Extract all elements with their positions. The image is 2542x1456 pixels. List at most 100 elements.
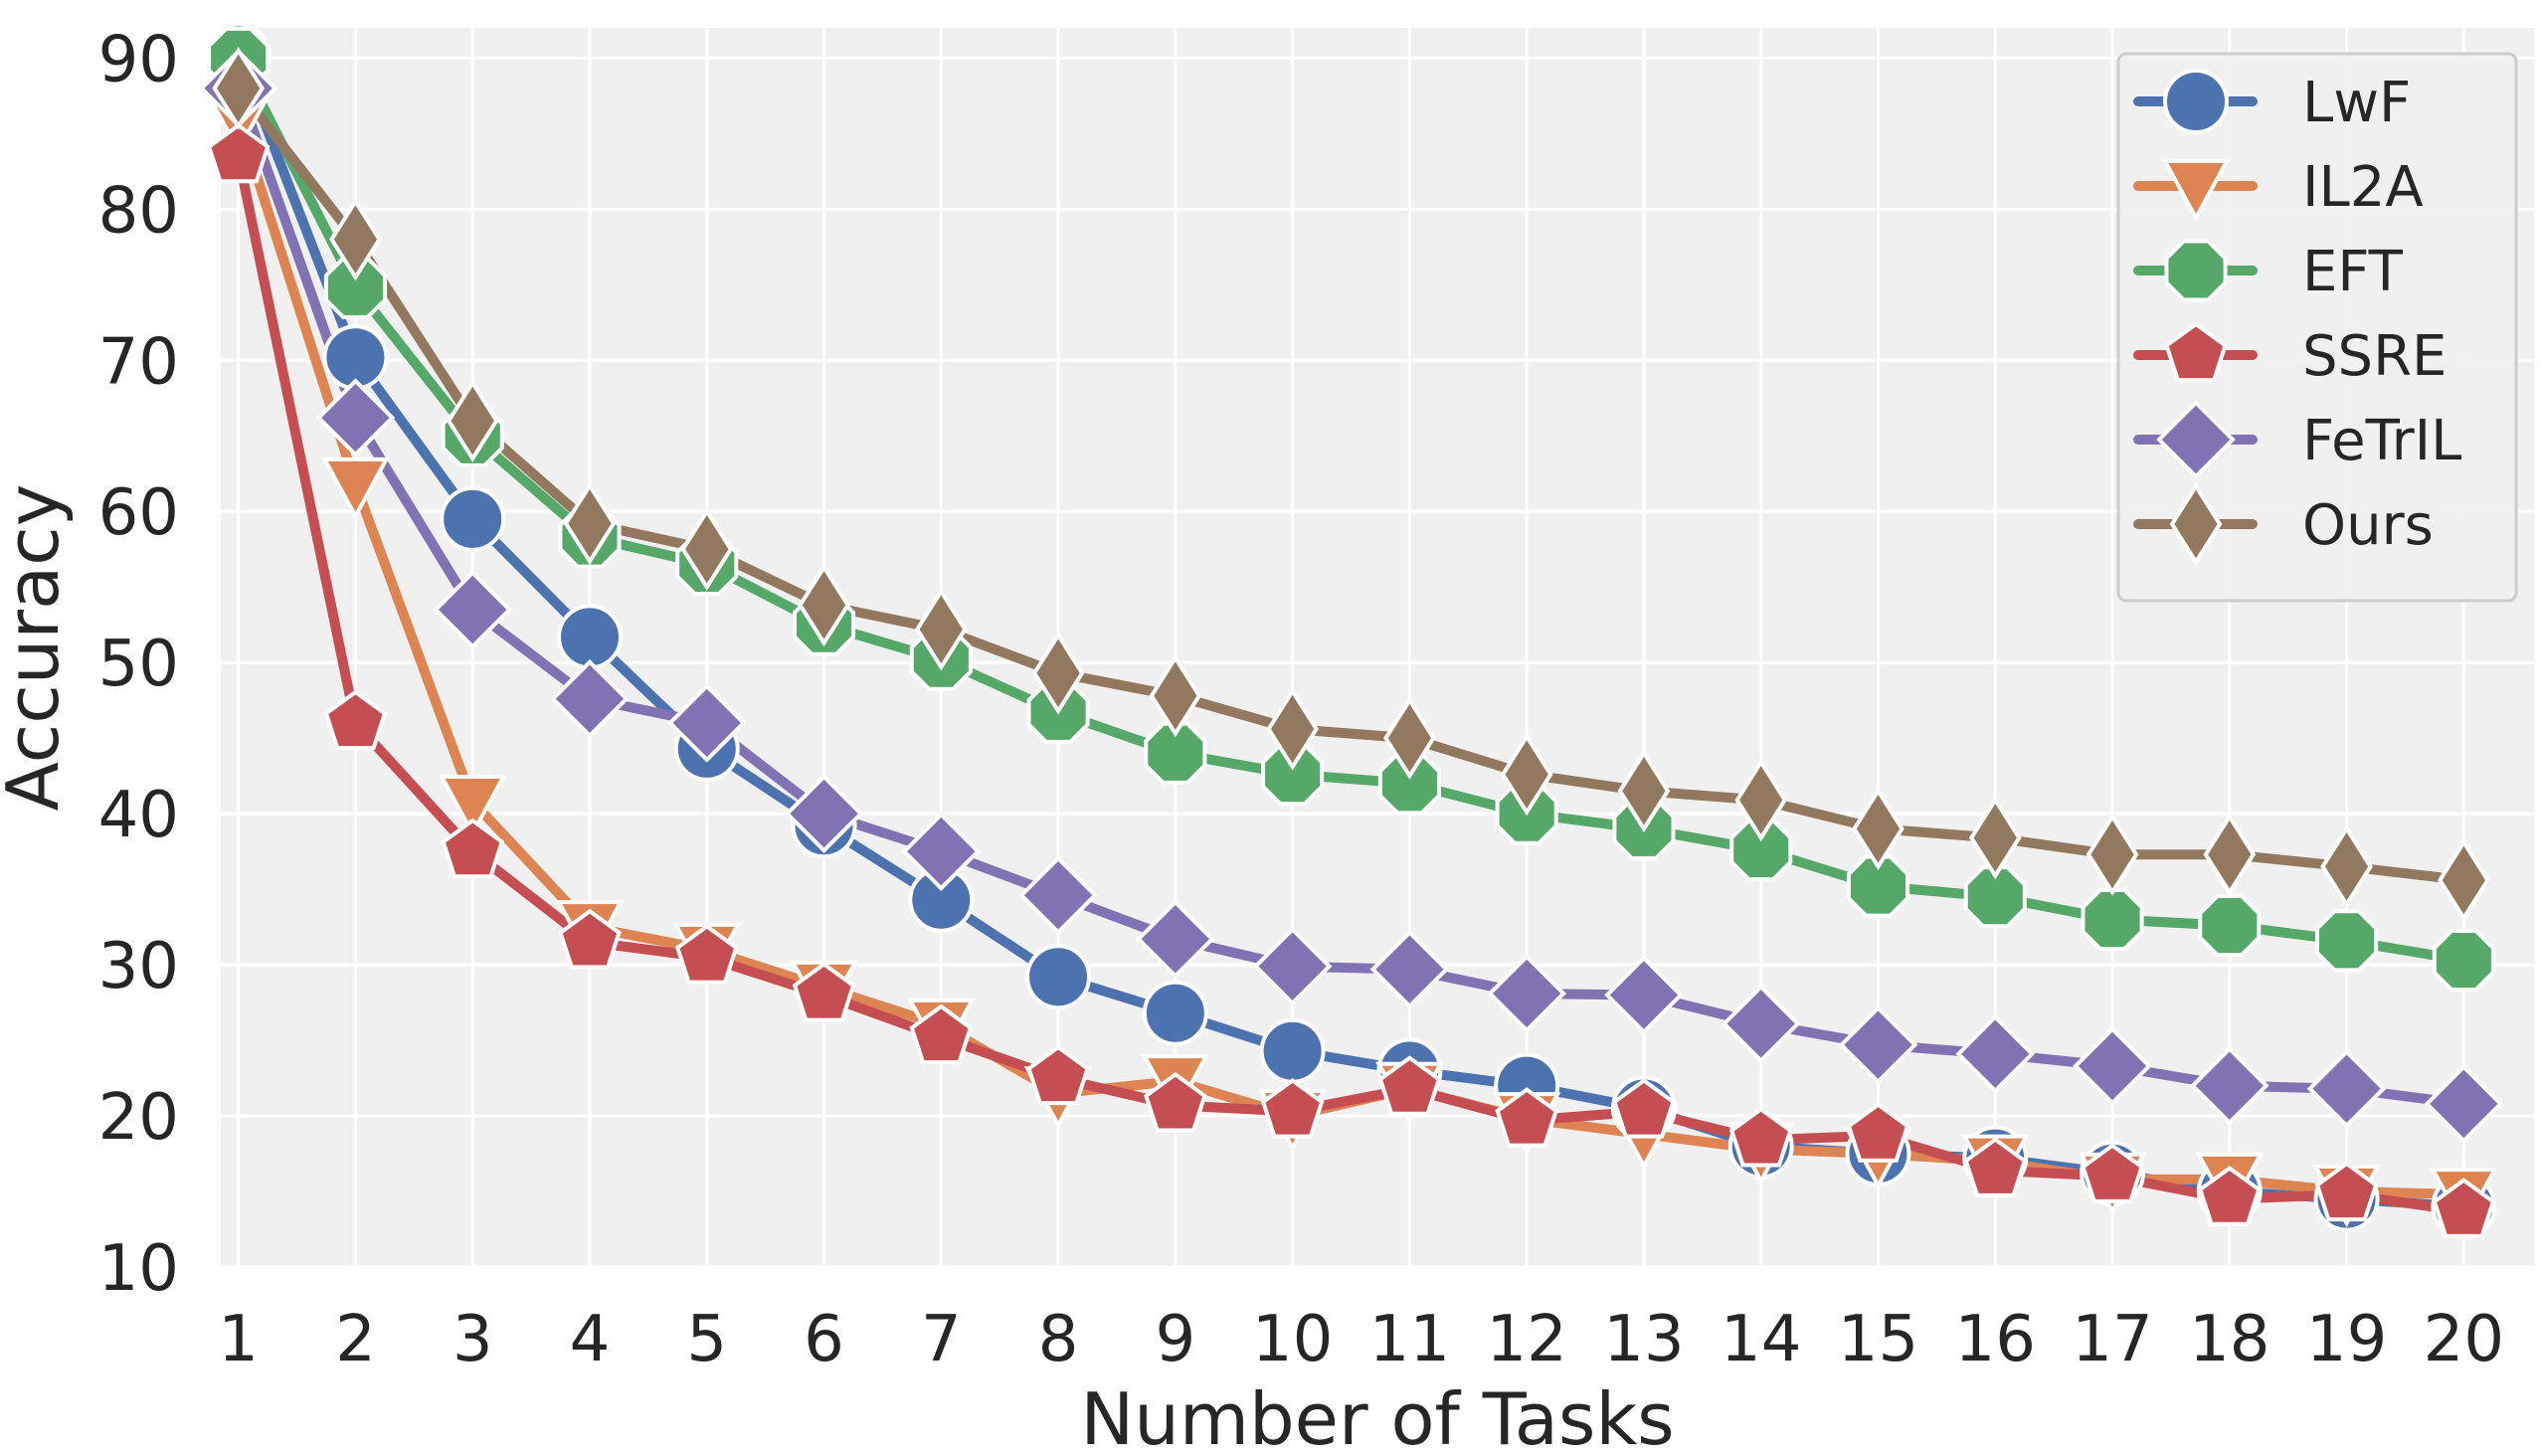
- data-point-fetril: [1955, 1013, 2036, 1094]
- data-point-fetril: [2424, 1064, 2504, 1144]
- data-point-eft: [1144, 721, 1207, 785]
- x-tick-label: 8: [1038, 1303, 1079, 1376]
- legend-marker-eft: [2164, 239, 2228, 302]
- y-tick-label: 40: [98, 779, 179, 852]
- data-point-fetril: [1136, 899, 1215, 980]
- data-point-ours: [2203, 813, 2257, 896]
- data-point-fetril: [315, 378, 396, 457]
- data-point-ssre: [2432, 1178, 2496, 1238]
- x-tick-label: 9: [1155, 1303, 1195, 1376]
- y-tick-label: 10: [98, 1232, 179, 1306]
- x-tick-label: 14: [1721, 1303, 1801, 1376]
- legend-marker-ssre: [2164, 321, 2228, 383]
- data-point-ssre: [792, 962, 856, 1022]
- data-point-ours: [1617, 749, 1671, 833]
- data-point-fetril: [784, 774, 864, 853]
- data-point-eft: [2198, 894, 2262, 958]
- data-point-eft: [2315, 909, 2379, 973]
- data-point-ssre: [2081, 1143, 2144, 1203]
- legend-marker-il2a: [2161, 159, 2231, 223]
- data-point-fetril: [1252, 926, 1333, 1006]
- x-tick-label: 13: [1603, 1303, 1684, 1376]
- y-tick-label: 30: [98, 930, 179, 1003]
- data-point-ssre: [1612, 1078, 1676, 1139]
- data-point-eft: [2432, 928, 2495, 993]
- data-point-ours: [446, 379, 499, 462]
- data-point-fetril: [1487, 954, 1566, 1033]
- data-point-eft: [323, 256, 387, 319]
- data-point-ssre: [1963, 1137, 2028, 1197]
- data-point-fetril: [901, 812, 982, 891]
- data-point-fetril: [1369, 929, 1450, 1009]
- data-point-ours: [2437, 838, 2490, 922]
- data-point-ssre: [1377, 1055, 1442, 1116]
- legend-marker-ours: [2169, 482, 2223, 566]
- data-point-ssre: [1495, 1087, 1558, 1148]
- data-point-ssre: [1026, 1044, 1090, 1106]
- data-point-fetril: [1604, 955, 1684, 1035]
- data-point-eft: [2081, 887, 2144, 952]
- y-tick-label: 70: [98, 325, 179, 399]
- legend-marker-lwf: [2163, 69, 2229, 134]
- data-point-fetril: [2306, 1048, 2387, 1129]
- data-point-fetril: [1018, 855, 1098, 936]
- data-point-ours: [2320, 824, 2373, 909]
- data-point-eft: [1377, 752, 1441, 816]
- legend-label-eft: EFT: [2302, 240, 2404, 304]
- data-point-ssre: [1144, 1071, 1207, 1133]
- y-tick-label: 50: [98, 628, 179, 701]
- data-point-fetril: [1721, 984, 1801, 1064]
- x-axis-label: Number of Tasks: [1080, 1377, 1674, 1456]
- data-point-il2a: [321, 456, 390, 521]
- x-tick-label: 12: [1486, 1303, 1566, 1376]
- data-point-ssre: [1260, 1078, 1325, 1139]
- y-tick-label: 60: [98, 476, 179, 550]
- data-point-ours: [212, 47, 266, 130]
- data-point-eft: [1963, 865, 2027, 929]
- x-tick-label: 16: [1955, 1303, 2036, 1376]
- legend-label-il2a: IL2A: [2302, 155, 2424, 220]
- data-point-ours: [1852, 787, 1905, 871]
- tick-labels: 1 2 3 4 5 6 7 8 9 10 11 12 13 14 15 16 17 18 19 20102030405…: [98, 23, 2504, 1376]
- data-point-lwf: [556, 604, 623, 670]
- data-point-lwf: [1025, 944, 1092, 1010]
- data-point-fetril: [666, 683, 747, 763]
- data-point-fetril: [2189, 1045, 2270, 1126]
- data-point-ours: [329, 197, 382, 281]
- data-point-lwf: [440, 485, 506, 552]
- data-point-lwf: [1142, 980, 1208, 1046]
- y-axis-label: Accuracy: [0, 484, 75, 812]
- data-point-ours: [1266, 687, 1319, 771]
- data-point-ssre: [441, 818, 505, 879]
- legend-label-ours: Ours: [2302, 493, 2434, 558]
- data-point-ours: [1968, 796, 2022, 880]
- data-point-ssre: [674, 924, 739, 985]
- data-point-ssre: [2197, 1166, 2262, 1226]
- x-tick-label: 3: [453, 1303, 493, 1376]
- x-tick-label: 11: [1369, 1303, 1450, 1376]
- x-tick-label: 1: [218, 1303, 259, 1376]
- x-tick-label: 10: [1252, 1303, 1333, 1376]
- data-point-ssre: [2314, 1161, 2379, 1222]
- legend-label-lwf: LwF: [2302, 71, 2411, 135]
- series-markers: [198, 22, 2504, 1240]
- data-point-eft: [1846, 854, 1910, 918]
- x-tick-label: 4: [570, 1303, 611, 1376]
- y-tick-label: 20: [98, 1081, 179, 1155]
- data-point-ssre: [206, 122, 271, 184]
- legend-marker-fetril: [2156, 400, 2236, 479]
- data-point-ours: [1383, 696, 1436, 780]
- x-tick-label: 15: [1838, 1303, 1918, 1376]
- legend-label-ssre: SSRE: [2302, 324, 2447, 389]
- data-point-ours: [680, 507, 734, 591]
- data-point-eft: [1729, 819, 1793, 882]
- data-point-ssre: [1846, 1102, 1910, 1163]
- x-tick-label: 6: [804, 1303, 844, 1376]
- data-point-ours: [563, 481, 617, 566]
- data-point-ours: [1149, 653, 1202, 738]
- data-point-lwf: [1259, 1017, 1326, 1084]
- data-point-fetril: [550, 658, 630, 739]
- x-tick-label: 18: [2189, 1303, 2270, 1376]
